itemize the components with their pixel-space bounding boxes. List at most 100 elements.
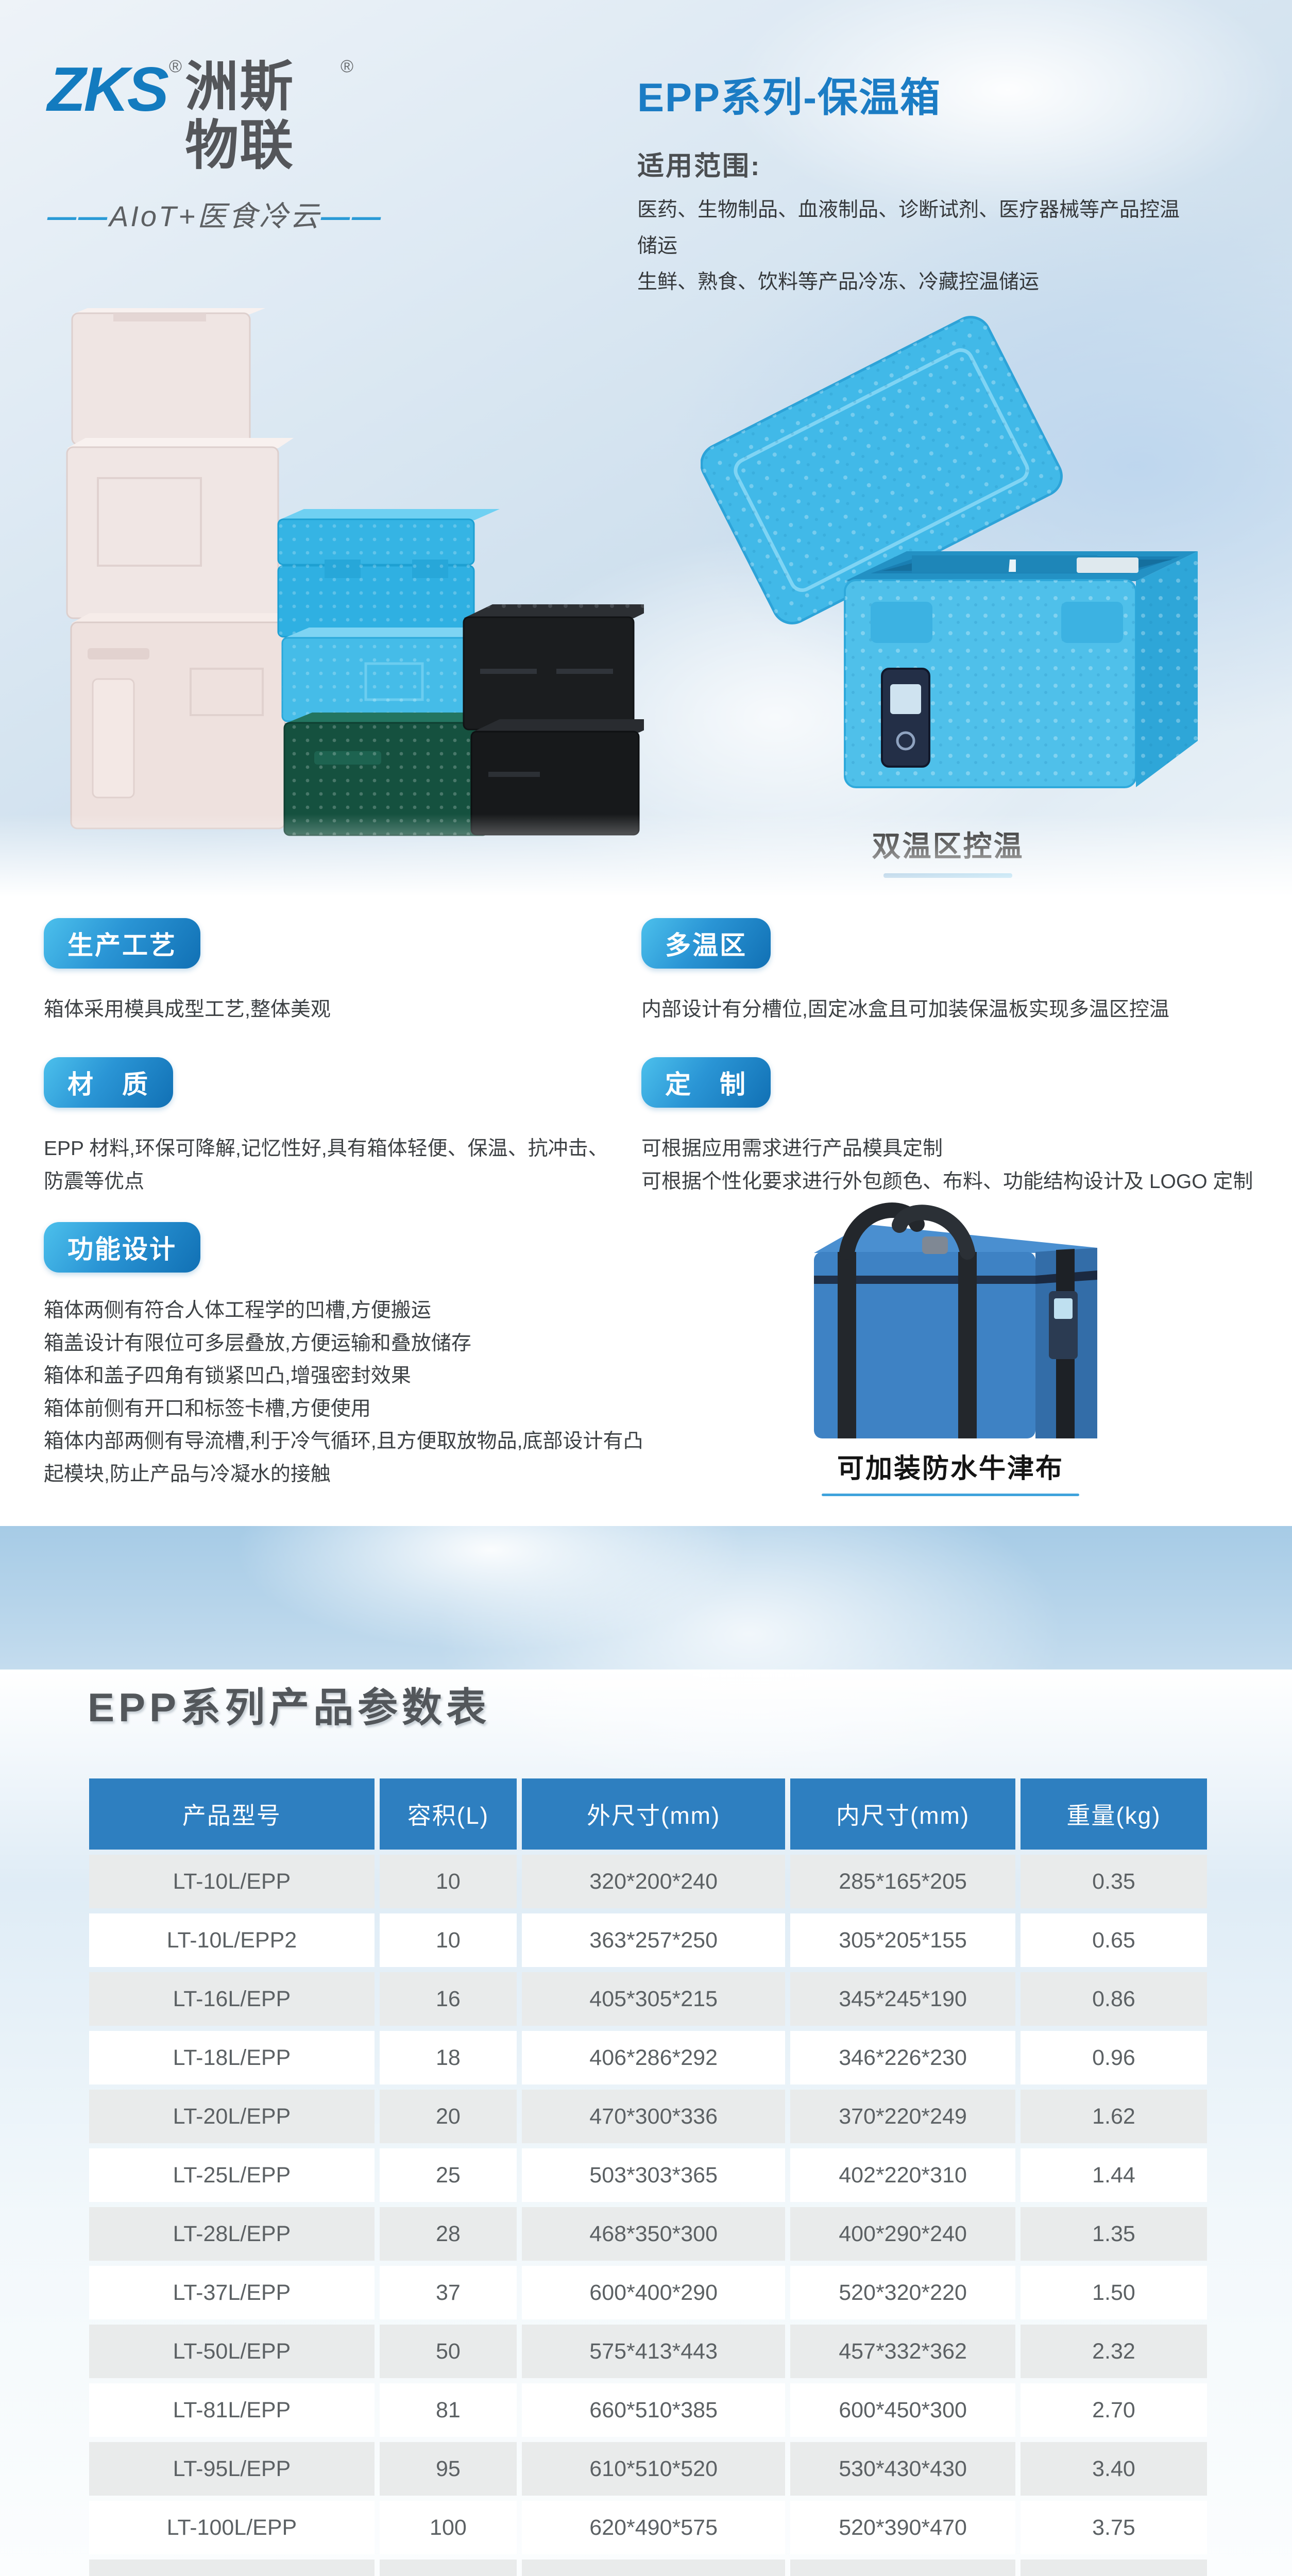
table-row: LT-130L/EPP130 565*535*830445*425*695 4.50: [89, 2560, 1207, 2576]
scope-lines: 医药、生物制品、血液制品、诊断试剂、医疗器械等产品控温 储运 生鲜、熟食、饮料等产品…: [637, 192, 1276, 301]
table-cell: 575*413*443: [522, 2325, 786, 2378]
text-line: 箱体和盖子四角有锁紧凹凸,增强密封效果: [44, 1365, 411, 1387]
logo-cn-text: 洲斯物联: [185, 57, 295, 176]
text-line: 箱体前侧有开口和标签卡槽,方便使用: [44, 1397, 371, 1420]
oxford-bag-photo: [814, 1202, 1097, 1438]
table-cell: LT-16L/EPP: [89, 1972, 375, 2026]
table-row: LT-28L/EPP 28 468*350*300 400*290*240 1.35: [89, 2207, 1207, 2261]
table-cell: 530*430*430: [790, 2442, 1015, 2496]
brand-tagline: ——AIoT+医食冷云——: [47, 193, 381, 235]
caption-underline: [822, 1494, 1079, 1496]
table-cell: 3.40: [1020, 2442, 1207, 2496]
feature-function-lines: 箱体两侧有符合人体工程学的凹槽,方便搬运箱盖设计有限位可多层叠放,方便运输和叠放…: [44, 1294, 654, 1490]
table-cell: 16: [379, 1972, 517, 2026]
text-line: 箱体两侧有符合人体工程学的凹槽,方便搬运: [44, 1299, 431, 1321]
table-cell: LT-37L/EPP: [89, 2266, 375, 2319]
table-cell: 20: [379, 2090, 517, 2143]
table-cell: 468*350*300: [522, 2207, 786, 2261]
caption-dual-zone-text: 双温区控温: [872, 830, 1024, 862]
table-cell: 470*300*336: [522, 2090, 786, 2143]
col-header-model: 产品型号: [89, 1778, 375, 1850]
table-cell: LT-28L/EPP: [89, 2207, 375, 2261]
table-cell: 457*332*362: [790, 2325, 1015, 2378]
spec-table-header-row: 产品型号 容积(L) 外尺寸(mm) 内尺寸(mm) 重量(kg): [89, 1778, 1207, 1850]
table-cell: 3.75: [1020, 2501, 1207, 2554]
box-body: [844, 551, 1198, 788]
brand-logo: ZKS ® 洲斯物联 ® ——AIoT+医食冷云——: [47, 57, 381, 235]
table-row: LT-18L/EPP 18 406*286*292 346*226*230 0.96: [89, 2031, 1207, 2084]
feature-production-lines: 箱体采用模具成型工艺,整体美观: [44, 993, 636, 1026]
table-cell: LT-130L/EPP: [89, 2560, 375, 2576]
dual-zone-box-photo: [701, 316, 1198, 788]
cyan-box-stack: [277, 509, 515, 836]
table-row: LT-100L/EPP 100 620*490*575 520*390*470 3.75: [89, 2501, 1207, 2554]
table-cell: 1.62: [1020, 2090, 1207, 2143]
table-cell: 28: [379, 2207, 517, 2261]
table-cell: 285*165*205: [790, 1855, 1015, 1908]
table-cell: 18: [379, 2031, 517, 2084]
table-row: LT-20L/EPP 20 470*300*336 370*220*249 1.62: [89, 2090, 1207, 2143]
table-cell: 2.32: [1020, 2325, 1207, 2378]
table-cell: LT-25L/EPP: [89, 2148, 375, 2202]
table-row: LT-50L/EPP 50 575*413*443 457*332*362 2.32: [89, 2325, 1207, 2378]
table-cell: 4.50: [1020, 2560, 1207, 2576]
table-cell: 565*535*830: [522, 2560, 786, 2576]
table-cell: 37: [379, 2266, 517, 2319]
tagline-dash-right: ——: [320, 199, 383, 232]
black-box-stack: [463, 604, 644, 836]
table-cell: LT-100L/EPP: [89, 2501, 375, 2554]
hero-section: ZKS ® 洲斯物联 ® ——AIoT+医食冷云—— EPP系列-保温箱 适用范…: [0, 0, 1292, 896]
text-line: 箱体采用模具成型工艺,整体美观: [44, 998, 331, 1021]
table-cell: 10: [379, 1855, 517, 1908]
badge-function-design: 功能设计: [44, 1222, 200, 1273]
table-row: LT-37L/EPP 37 600*400*290 520*320*220 1.50: [89, 2266, 1207, 2319]
table-cell: 600*450*300: [790, 2383, 1015, 2437]
badge-customization: 定 制: [641, 1057, 771, 1108]
table-cell: LT-95L/EPP: [89, 2442, 375, 2496]
table-cell: 10: [379, 1913, 517, 1967]
text-line: 医药、生物制品、血液制品、诊断试剂、医疗器械等产品控温: [637, 199, 1180, 221]
table-cell: 600*400*290: [522, 2266, 786, 2319]
table-cell: LT-81L/EPP: [89, 2383, 375, 2437]
table-cell: 346*226*230: [790, 2031, 1015, 2084]
table-cell: 0.65: [1020, 1913, 1207, 1967]
text-line: 可根据应用需求进行产品模具定制: [641, 1138, 943, 1160]
hero-title-block: EPP系列-保温箱 适用范围: 医药、生物制品、血液制品、诊断试剂、医疗器械等产…: [637, 77, 1276, 301]
table-cell: 100: [379, 2501, 517, 2554]
table-cell: 50: [379, 2325, 517, 2378]
table-cell: LT-50L/EPP: [89, 2325, 375, 2378]
table-cell: 660*510*385: [522, 2383, 786, 2437]
table-cell: 610*510*520: [522, 2442, 786, 2496]
table-cell: 520*390*470: [790, 2501, 1015, 2554]
caption-dual-zone: 双温区控温: [824, 823, 1072, 878]
table-cell: 370*220*249: [790, 2090, 1015, 2143]
table-cell: 520*320*220: [790, 2266, 1015, 2319]
table-cell: 445*425*695: [790, 2560, 1015, 2576]
table-cell: 402*220*310: [790, 2148, 1015, 2202]
text-line: 箱体内部两侧有导流槽,利于冷气循环,且方便取放物品,底部设计有凸起模块,防止产品…: [44, 1430, 643, 1485]
table-cell: 1.44: [1020, 2148, 1207, 2202]
badge-material: 材 质: [44, 1057, 173, 1108]
params-table-title: EPP系列产品参数表: [88, 1685, 491, 1730]
table-row: LT-10L/EPP 10 320*200*240 285*165*205 0.35: [89, 1855, 1207, 1908]
table-cell: 305*205*155: [790, 1913, 1015, 1967]
table-cell: 2.70: [1020, 2383, 1207, 2437]
table-cell: 0.86: [1020, 1972, 1207, 2026]
caption-oxford-bag-text: 可加装防水牛津布: [837, 1454, 1064, 1484]
col-header-outer-size: 外尺寸(mm): [522, 1778, 786, 1850]
text-line: 内部设计有分槽位,固定冰盒且可加装保温板实现多温区控温: [641, 998, 1169, 1021]
table-cell: 406*286*292: [522, 2031, 786, 2084]
spec-table: 产品型号 容积(L) 外尺寸(mm) 内尺寸(mm) 重量(kg) LT-10L…: [84, 1773, 1212, 2576]
col-header-volume: 容积(L): [379, 1778, 517, 1850]
table-cell: LT-20L/EPP: [89, 2090, 375, 2143]
bag-body: [814, 1202, 1097, 1438]
table-cell: 130: [379, 2560, 517, 2576]
page-title: EPP系列-保温箱: [637, 75, 942, 120]
table-cell: 81: [379, 2383, 517, 2437]
stacked-boxes-photo: [66, 308, 644, 836]
pink-box-stack: [66, 308, 301, 829]
scope-label: 适用范围:: [637, 151, 761, 181]
feature-custom-lines: 可根据应用需求进行产品模具定制 可根据个性化要求进行外包颜色、布料、功能结构设计及…: [641, 1132, 1290, 1198]
tagline-text: AIoT+医食冷云: [109, 199, 321, 232]
text-line: 箱盖设计有限位可多层叠放,方便运输和叠放储存: [44, 1332, 471, 1354]
